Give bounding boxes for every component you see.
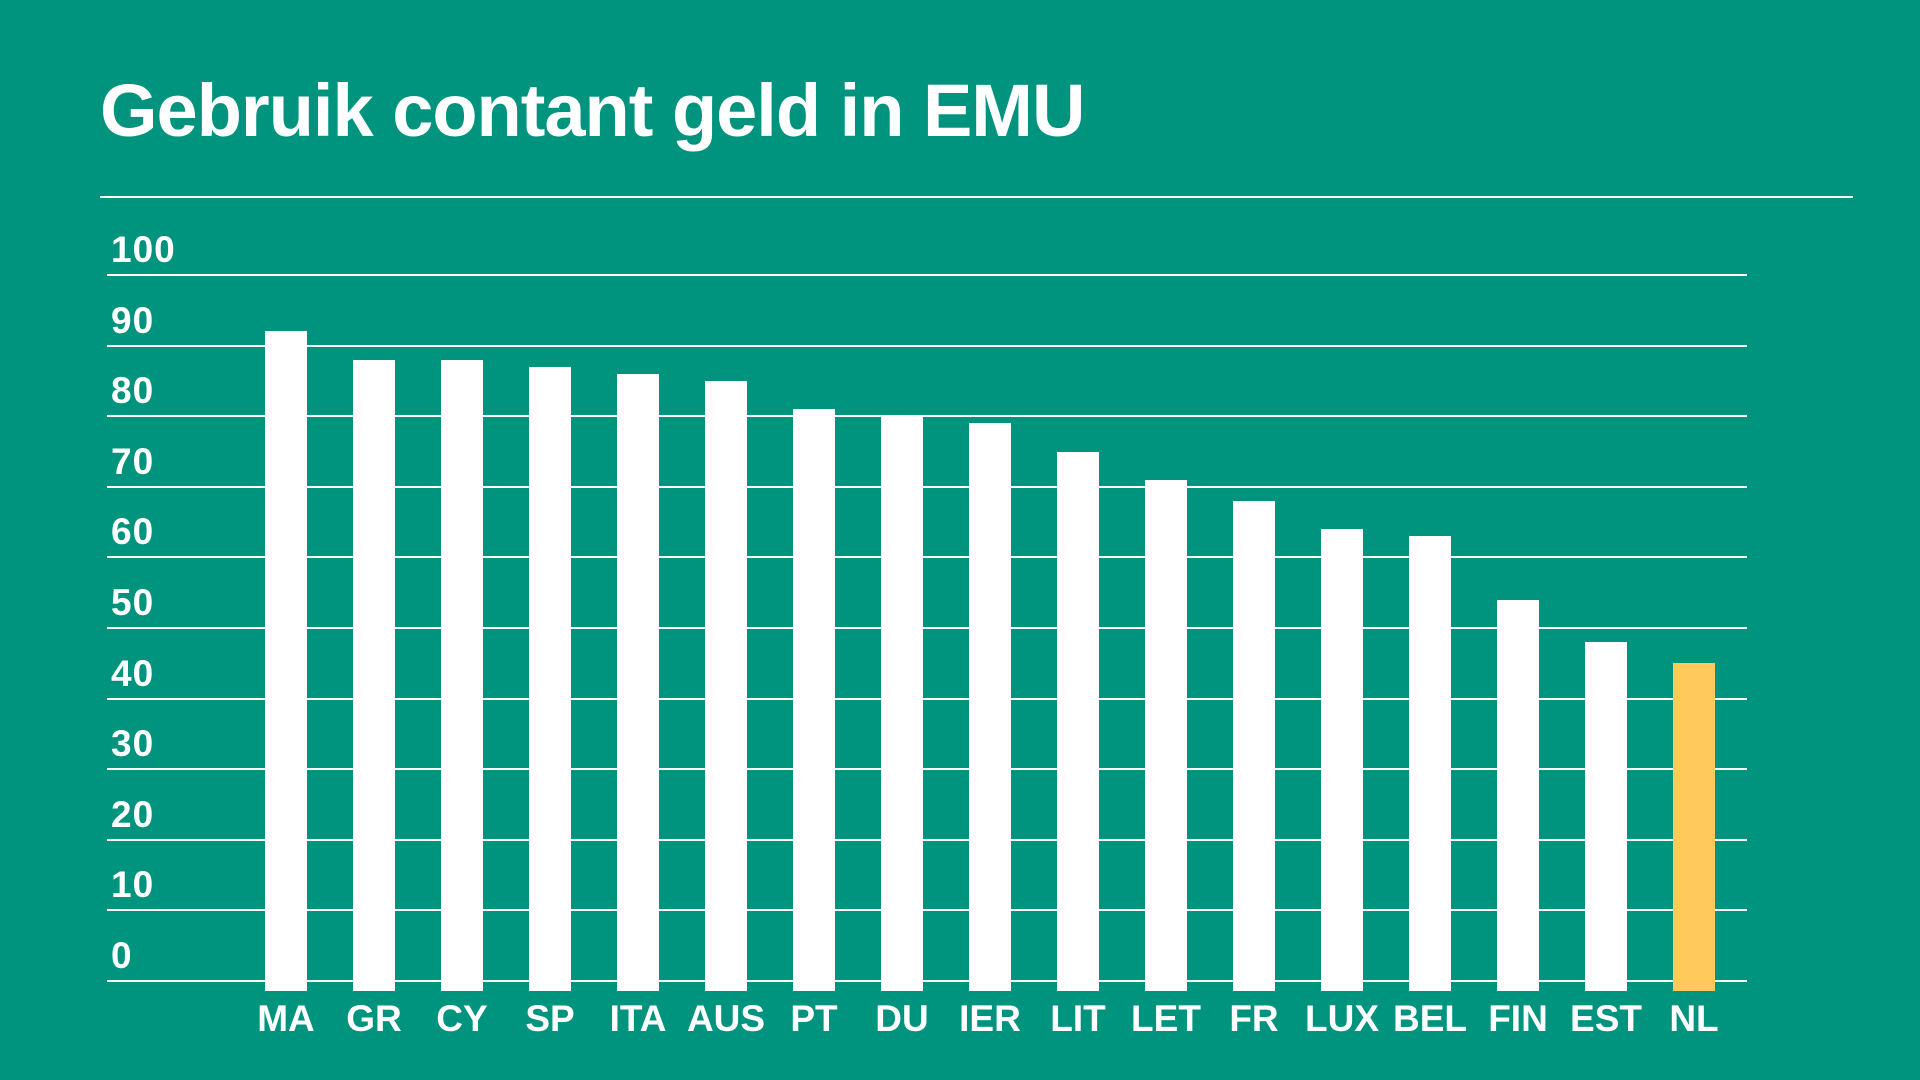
x-axis-label-NL: NL: [1669, 998, 1719, 1039]
y-tick-label-50: 50: [111, 582, 155, 623]
gridline-40: [107, 697, 1747, 700]
y-tick-label-70: 70: [111, 440, 155, 482]
bar-BEL: [1409, 536, 1451, 991]
bar-AUS: [705, 380, 747, 991]
gridline-70: [107, 485, 1747, 488]
bar-LET: [1145, 479, 1187, 991]
y-tick-label-20: 20: [111, 793, 155, 835]
y-tick-label-0: 0: [111, 935, 133, 976]
y-tick-label-60: 60: [111, 511, 155, 553]
x-axis-label-IER: IER: [959, 998, 1021, 1039]
x-axis-label-MA: MA: [257, 998, 315, 1039]
y-tick-label-40: 40: [111, 652, 155, 694]
bar-MA: [265, 331, 307, 991]
x-axis-label-FIN: FIN: [1488, 998, 1548, 1039]
page-title: Gebruik contant geld in EMU: [100, 69, 1085, 152]
gridline-10: [107, 909, 1747, 912]
bar-PT: [793, 409, 835, 991]
y-tick-label-80: 80: [111, 370, 155, 412]
x-axis-label-ITA: ITA: [609, 998, 667, 1039]
gridline-60: [107, 556, 1747, 559]
bar-NL: [1673, 663, 1715, 991]
bar-GR: [353, 359, 395, 991]
y-tick-label-90: 90: [111, 299, 155, 341]
gridline-90: [107, 344, 1747, 347]
bar-ITA: [617, 373, 659, 991]
x-axis-label-LET: LET: [1131, 998, 1201, 1039]
x-axis-labels: MA GR CY SP ITA AUS PT DU IER LIT LET FR LUX BEL FIN ES…: [107, 1000, 1747, 1050]
bar-LIT: [1057, 451, 1099, 991]
y-tick-label-30: 30: [111, 723, 155, 765]
gridline-30: [107, 768, 1747, 771]
x-axis-label-BEL: BEL: [1393, 998, 1467, 1039]
x-axis-label-DU: DU: [875, 998, 929, 1039]
x-axis-label-PT: PT: [790, 998, 838, 1039]
bar-FIN: [1497, 599, 1539, 991]
gridline-50: [107, 627, 1747, 629]
y-tick-label-100: 100: [111, 229, 176, 270]
x-axis-label-LIT: LIT: [1050, 998, 1106, 1039]
y-tick-label-10: 10: [111, 864, 155, 906]
gridline-0: [107, 980, 1747, 982]
x-axis-label-CY: CY: [436, 998, 488, 1039]
bar-LUX: [1321, 529, 1363, 991]
bar-SP: [529, 366, 571, 991]
x-axis-label-EST: EST: [1570, 998, 1642, 1039]
x-axis-label-FR: FR: [1229, 998, 1279, 1039]
bar-FR: [1233, 500, 1275, 991]
x-axis-label-GR: GR: [346, 998, 402, 1039]
x-axis-label-LUX: LUX: [1305, 998, 1379, 1039]
bar-chart-plot-area: 100 90 80 70 60 50 40 30 20 10 0: [107, 231, 1747, 991]
title-underline: [100, 196, 1853, 198]
bar-EST: [1585, 642, 1627, 991]
gridline-20: [107, 838, 1747, 841]
gridline-80: [107, 415, 1747, 418]
bar-DU: [881, 416, 923, 991]
bar-IER: [969, 423, 1011, 991]
x-axis-label-SP: SP: [525, 998, 575, 1039]
bar-CY: [441, 359, 483, 991]
gridline-100: [107, 274, 1747, 276]
x-axis-label-AUS: AUS: [686, 998, 766, 1039]
